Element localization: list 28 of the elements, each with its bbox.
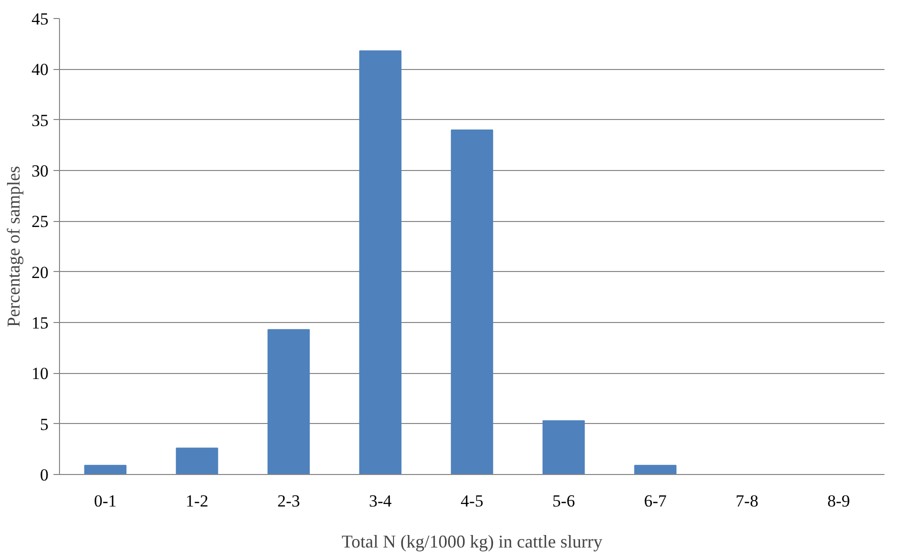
y-tick-label: 15 — [32, 314, 48, 332]
bar — [268, 329, 310, 474]
bar — [450, 129, 494, 474]
bar — [359, 50, 402, 474]
x-tick-label: 5-6 — [552, 492, 576, 510]
x-tick-label: 1-2 — [186, 492, 208, 510]
y-tick-label: 30 — [32, 162, 48, 180]
y-tick-label: 25 — [32, 212, 48, 232]
bar — [634, 464, 676, 474]
y-tick-label: 10 — [32, 364, 48, 384]
x-tick-label: 7-8 — [736, 492, 758, 510]
y-tick-label: 0 — [40, 466, 48, 484]
bar — [542, 420, 585, 474]
y-tick-label: 5 — [40, 414, 48, 434]
bar — [176, 448, 218, 474]
y-tick-label: 40 — [32, 60, 48, 80]
y-tick-label: 35 — [32, 110, 48, 130]
x-tick-label: 4-5 — [460, 492, 484, 510]
y-axis-title: Percentage of samples — [4, 166, 24, 327]
x-tick-label: 0-1 — [94, 492, 117, 510]
y-tick-label: 45 — [32, 10, 48, 28]
x-tick-label: 3-4 — [369, 492, 392, 510]
x-axis-title: Total N (kg/1000 kg) in cattle slurry — [342, 532, 602, 552]
x-tick-label: 2-3 — [277, 492, 300, 510]
y-tick-label: 20 — [32, 262, 48, 282]
bar — [84, 464, 126, 474]
x-tick-label: 8-9 — [827, 492, 850, 510]
x-tick-label: 6-7 — [644, 492, 668, 510]
